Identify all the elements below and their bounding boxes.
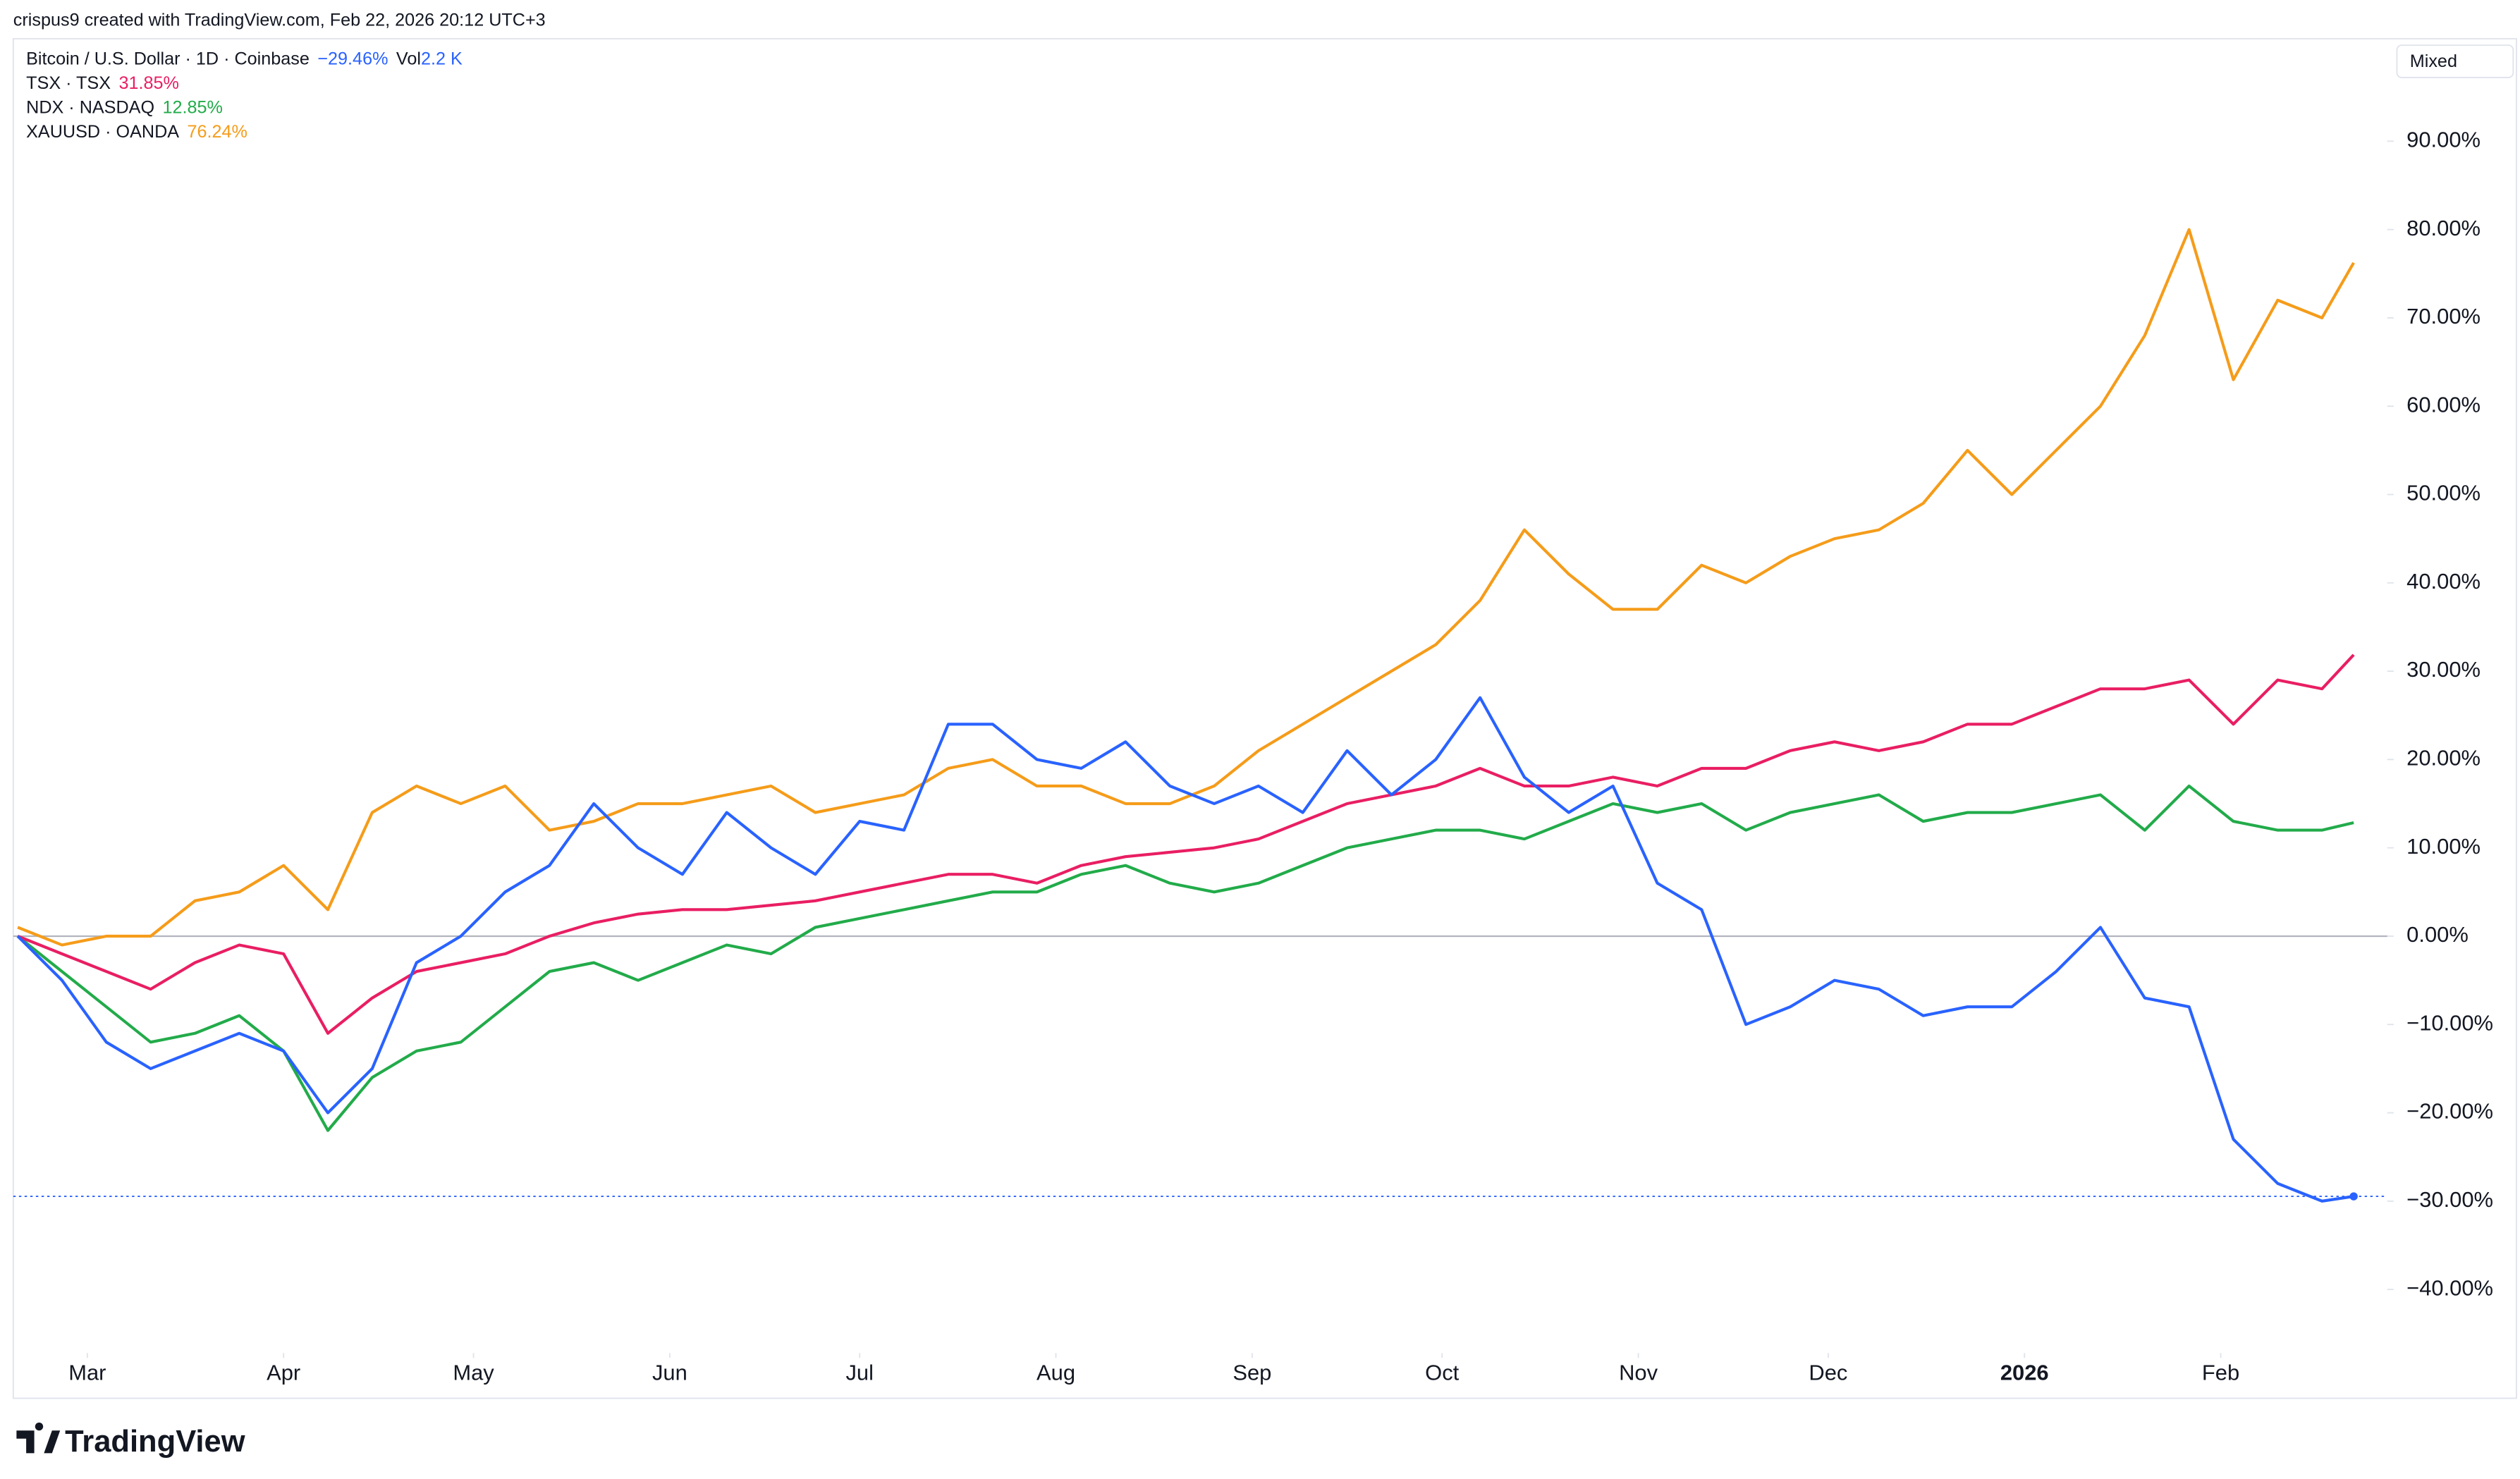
legend-name: NDX · NASDAQ [26,97,154,117]
legend-value: 31.85% [118,73,178,93]
y-tick-label: 80.00% [2406,216,2481,240]
legend-value: −29.46% [317,49,388,68]
legend-name: XAUUSD · OANDA [26,121,179,141]
x-tick-label: Dec [1809,1360,1847,1385]
y-tick-label: 70.00% [2406,304,2481,329]
y-tick-label: 60.00% [2406,392,2481,417]
legend-name: TSX · TSX [26,73,111,93]
y-tick-label: 10.00% [2406,834,2481,859]
y-tick-label: 20.00% [2406,746,2481,771]
legend-volume: 2.2 K [421,49,463,68]
y-tick-label: −30.00% [2406,1187,2493,1212]
x-tick-label: Nov [1619,1360,1658,1385]
series-line [16,784,2354,1132]
scale-mode-button[interactable] [2396,44,2514,78]
attribution: crispus9 created with TradingView.com, F… [13,10,546,30]
legend-volume-label: Vol [396,49,421,68]
x-tick-label: Apr [267,1360,300,1385]
legend-entry: Bitcoin / U.S. Dollar · 1D · Coinbase −29… [26,49,463,68]
x-tick-label: Jul [845,1360,874,1385]
x-tick-label: Aug [1036,1360,1075,1385]
legend-entry: TSX · TSX 31.85% [26,73,179,93]
legend-value: 12.85% [163,97,223,117]
y-tick-label: −20.00% [2406,1099,2493,1124]
series-line [16,696,2354,1203]
legend-entry: NDX · NASDAQ 12.85% [26,97,223,117]
x-tick-label: Jun [652,1360,687,1385]
last-value-dot [2349,1192,2358,1201]
chart-frame [12,38,2517,1399]
y-tick-label: 30.00% [2406,657,2481,682]
logo: TradingView [16,1422,245,1459]
y-tick-label: 50.00% [2406,481,2481,505]
x-tick-label: Sep [1233,1360,1271,1385]
logo-text: TradingView [65,1425,245,1459]
y-tick-label: −40.00% [2406,1275,2493,1300]
legend-value: 76.24% [188,121,247,141]
scale-mode-label[interactable]: Mixed [2410,51,2457,71]
x-tick-label: Oct [1425,1360,1459,1385]
y-tick-label: 40.00% [2406,569,2481,594]
x-tick-label: Feb [2202,1360,2239,1385]
x-tick-label: Mar [68,1360,106,1385]
legend-entry: XAUUSD · OANDA 76.24% [26,121,247,141]
series-line [17,653,2355,1035]
y-tick-label: 0.00% [2406,922,2469,947]
series-line [17,228,2355,947]
x-tick-label: 2026 [2000,1360,2049,1385]
y-tick-label: −10.00% [2406,1010,2493,1035]
x-tick-label: May [453,1360,494,1385]
y-tick-label: 90.00% [2406,127,2481,152]
legend-name: Bitcoin / U.S. Dollar · 1D · Coinbase [26,49,310,68]
logo-icon [16,1422,61,1454]
